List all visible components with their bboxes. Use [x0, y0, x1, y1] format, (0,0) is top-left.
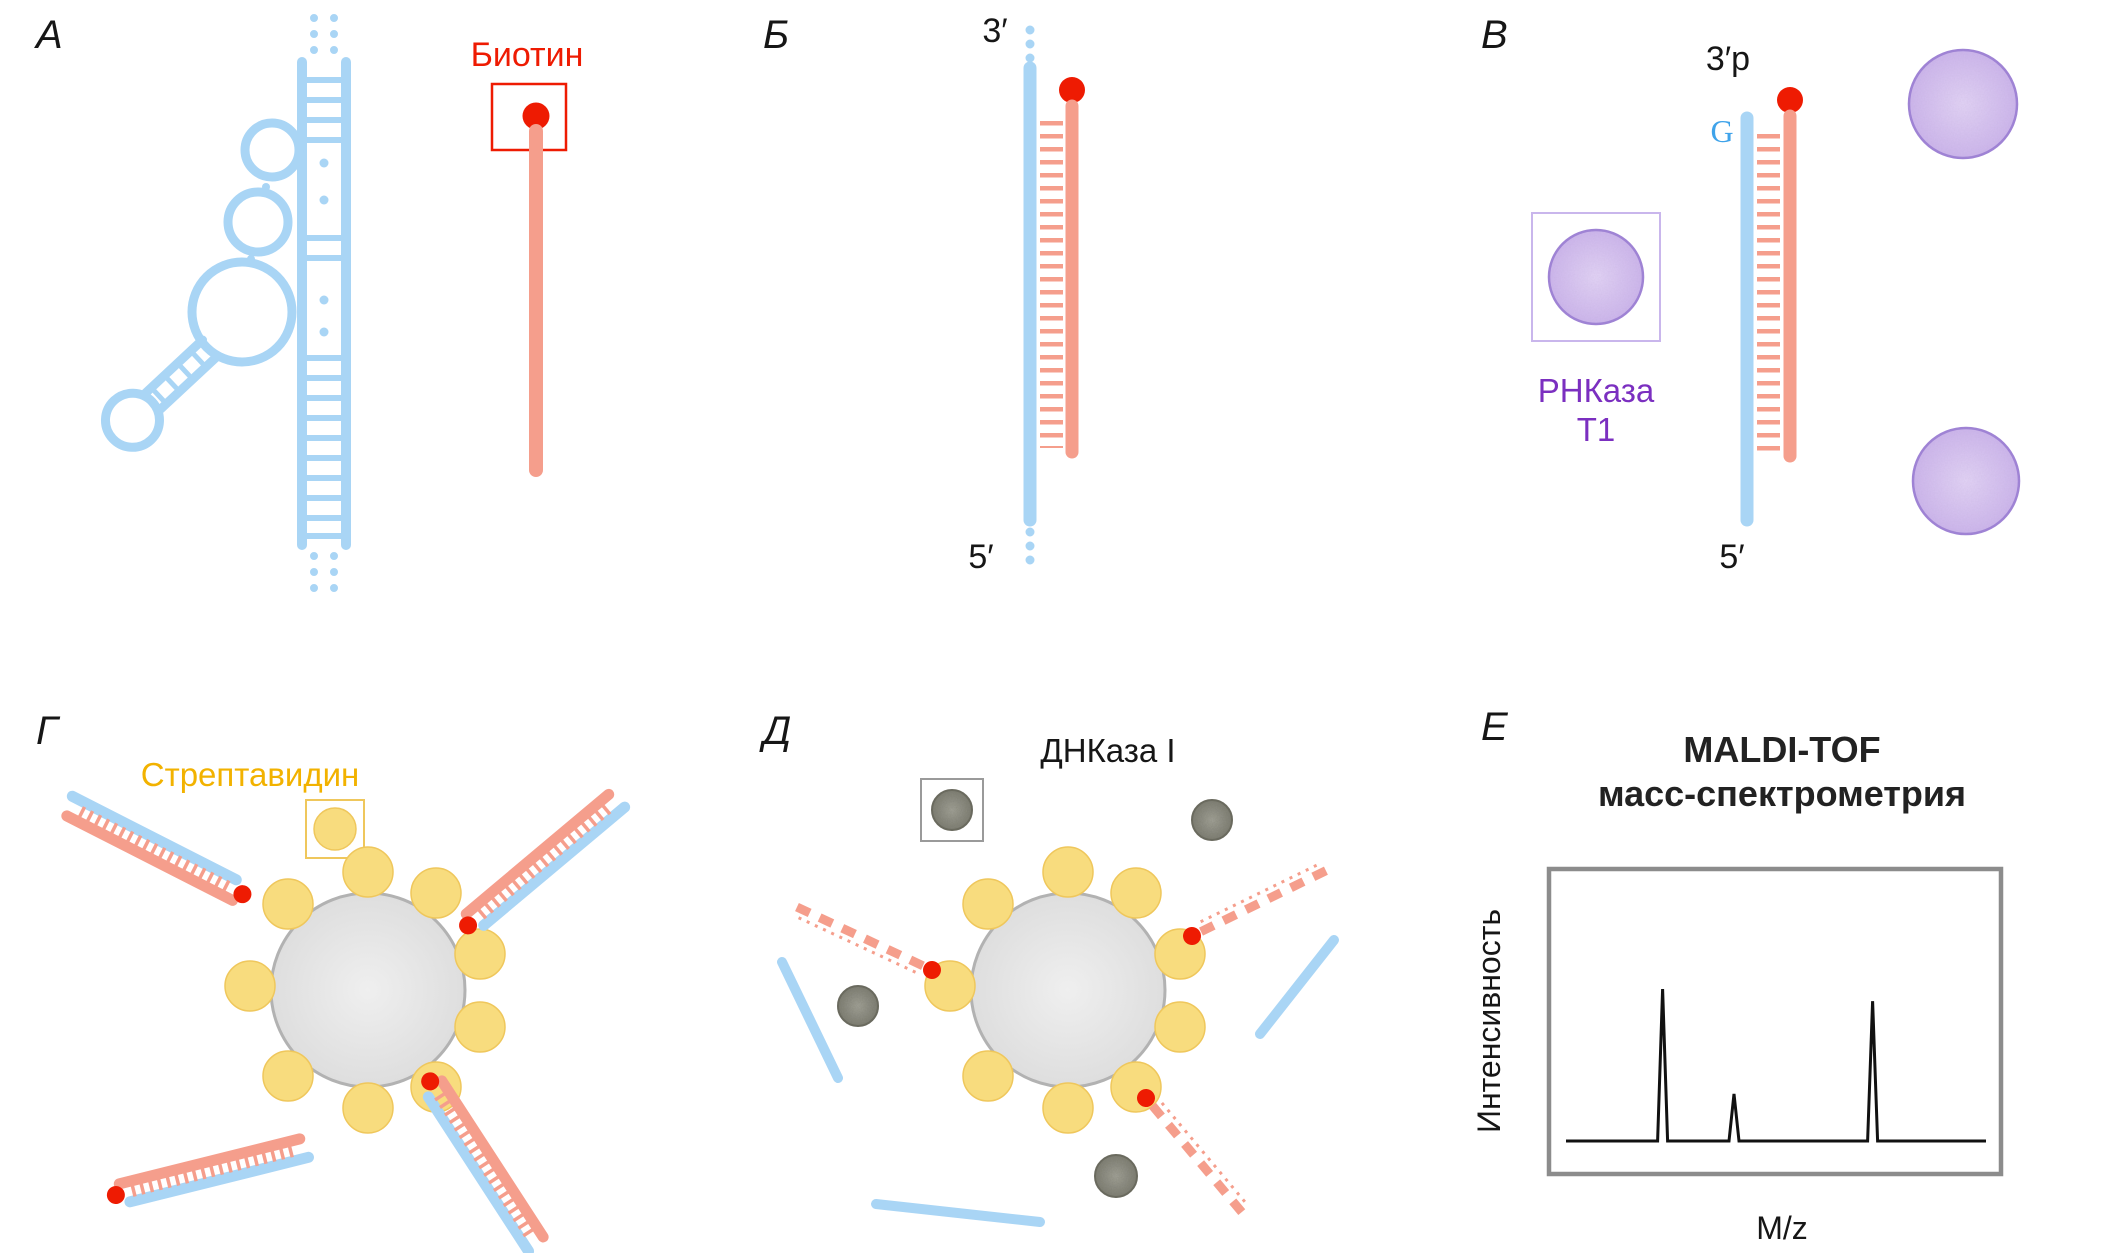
released-rna-fragment	[777, 957, 843, 1083]
captured-duplex-lower-right	[417, 1068, 545, 1251]
rnase-label-line1: РНКаза	[1538, 372, 1655, 409]
panel-v-letter: В	[1481, 13, 1508, 57]
dnase-label: ДНКаза I	[1040, 732, 1175, 769]
rna-loop-large	[187, 257, 297, 367]
streptavidin-protein	[262, 878, 314, 930]
streptavidin-label: Стрептавидин	[141, 756, 360, 793]
loop-junction-dot	[247, 255, 255, 263]
panel-e: Е MALDI-TOF масс-спектрометрия Интенсивн…	[1471, 705, 2004, 1246]
streptavidin-protein	[342, 846, 394, 898]
streptavidin-protein	[962, 1050, 1014, 1102]
streptavidin-protein	[313, 807, 357, 851]
x-axis-label: M/z	[1756, 1210, 1808, 1246]
panel-e-letter: Е	[1481, 705, 1509, 749]
rna-loop-small	[240, 118, 304, 182]
branch-rail	[155, 351, 223, 414]
unpaired-base-dot	[319, 295, 329, 305]
streptavidin-protein	[1110, 1061, 1162, 1113]
spectrum-plot-area	[1546, 866, 2004, 1177]
streptavidin-protein	[342, 1082, 394, 1134]
panel-d: Д ДНКаза I	[759, 709, 1339, 1227]
streptavidin-protein	[1042, 846, 1094, 898]
panel-d-letter: Д	[759, 709, 791, 753]
degraded-probe-lower-right	[1133, 1085, 1249, 1218]
streptavidin-protein	[410, 867, 462, 919]
three-prime-phosphate-label: 3′p	[1706, 40, 1750, 78]
degraded-probe-left	[792, 898, 944, 982]
degraded-probe-right	[1180, 862, 1331, 948]
unpaired-base-dot	[319, 195, 329, 205]
streptavidin-protein	[454, 1001, 506, 1053]
rnase-label-line2: Т1	[1577, 411, 1616, 448]
branch-rungs	[152, 352, 205, 403]
captured-duplex-upper-left	[63, 796, 255, 907]
loop-junction-dot	[262, 183, 270, 191]
streptavidin-protein	[262, 1050, 314, 1102]
rnase-t1-enzyme	[1547, 228, 1645, 326]
streptavidin-legend	[305, 799, 365, 859]
three-prime-label: 3′	[982, 12, 1007, 50]
guanine-cleavage-label: G	[1710, 113, 1733, 149]
rnase-legend-box	[1531, 212, 1661, 342]
unpaired-base-dot	[319, 158, 329, 168]
panel-b-letter: Б	[763, 13, 789, 57]
panel-b: Б 3′ 5′	[763, 12, 1085, 576]
branch-rail	[140, 335, 207, 398]
rnase-t1-enzyme-top	[1907, 48, 2019, 160]
five-prime-label: 5′	[1719, 538, 1744, 576]
streptavidin-protein	[1042, 1082, 1094, 1134]
rnase-t1-enzyme-bottom	[1911, 426, 2021, 536]
panel-a-letter: А	[34, 13, 63, 57]
captured-duplex-upper-right	[455, 792, 625, 939]
five-prime-label: 5′	[968, 538, 993, 576]
base-pairing-teeth	[1040, 114, 1063, 448]
dnase-legend-box	[920, 778, 984, 842]
free-duplex-lower-left	[105, 1138, 309, 1207]
rna-loop-medium	[223, 187, 293, 257]
dnase-enzyme	[931, 789, 973, 831]
panel-g: Г Стрептавидин	[36, 709, 625, 1251]
streptavidin-protein	[1154, 1001, 1206, 1053]
biotin-dot	[522, 102, 550, 130]
rna-terminal-loop	[100, 388, 164, 452]
method-title-line1: MALDI-TOF	[1683, 729, 1880, 770]
spectrum-trace	[1566, 988, 1986, 1143]
released-rna-fragment	[871, 1199, 1045, 1227]
y-axis-label: Интенсивность	[1471, 909, 1507, 1133]
panel-v: В 3′p G 5′ РНКаза Т1	[1481, 13, 2021, 576]
dnase-enzyme	[1191, 799, 1233, 841]
unpaired-base-dot	[319, 327, 329, 337]
biotin-label: Биотин	[471, 36, 584, 74]
streptavidin-legend-box	[305, 799, 365, 859]
rna-base-pair-rungs	[304, 77, 344, 539]
biotin-legend: Биотин	[471, 36, 584, 477]
dnase-enzyme	[1094, 1154, 1138, 1198]
panel-a: А Биотин	[34, 13, 584, 596]
rna-bottom-dots	[310, 552, 338, 596]
biotin-dot	[1059, 77, 1085, 103]
streptavidin-protein	[454, 928, 506, 980]
rna-branch-stem	[100, 335, 223, 452]
dnase-enzyme	[837, 985, 879, 1027]
method-title-line2: масс-спектрометрия	[1598, 773, 1966, 814]
rna-top-dots	[310, 14, 338, 56]
released-rna-fragment	[1255, 935, 1339, 1039]
streptavidin-protein	[962, 878, 1014, 930]
streptavidin-protein	[224, 960, 276, 1012]
rnase-t1-legend: РНКаза Т1	[1531, 212, 1661, 448]
panel-g-letter: Г	[36, 709, 61, 753]
biotin-dot	[1777, 87, 1803, 113]
streptavidin-protein	[1110, 867, 1162, 919]
dnase-legend	[920, 778, 984, 842]
target-rna-secondary-structure	[100, 14, 351, 596]
base-pairing-teeth	[1757, 126, 1780, 452]
